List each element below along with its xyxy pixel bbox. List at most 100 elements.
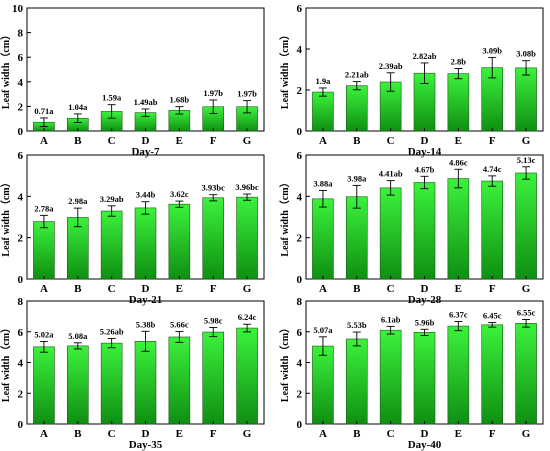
data-label: 3.44b — [136, 190, 156, 200]
x-tick-label: G — [522, 135, 531, 147]
x-tick-label: F — [489, 135, 496, 147]
data-label: 5.98c — [204, 315, 223, 325]
bar-C — [379, 329, 402, 425]
y-tick-label: 6 — [18, 327, 24, 339]
bar-F — [481, 180, 504, 280]
x-tick-label: E — [455, 283, 462, 295]
x-tick-label: F — [489, 283, 496, 295]
data-label: 5.02a — [34, 329, 54, 339]
data-label: 1.68b — [170, 95, 190, 105]
y-tick-label: 2 — [297, 233, 303, 245]
y-tick-label: 10 — [12, 3, 24, 15]
data-label: 4.74c — [483, 164, 502, 174]
x-tick-label: B — [74, 283, 82, 295]
data-label: 3.09b — [482, 45, 502, 55]
bar-D — [413, 182, 436, 280]
chart-panel-6: 0 2 4 6 8 5.07a A 5.53b B 6.1ab C 5.96b D 6.37c E 6.45c… — [278, 296, 544, 451]
x-tick-label: C — [387, 283, 395, 295]
y-tick-label: 0 — [297, 419, 303, 431]
data-label: 1.97b — [203, 88, 223, 98]
x-tick-label: D — [142, 135, 150, 147]
y-tick-label: 4 — [18, 191, 24, 203]
data-label: 4.86c — [449, 157, 468, 167]
y-axis-title: Leaf width（cm） — [278, 323, 291, 402]
x-tick-label: A — [319, 283, 327, 295]
x-tick-label: G — [243, 283, 252, 295]
x-tick-label: B — [74, 135, 82, 147]
x-tick-label: A — [319, 428, 327, 440]
x-tick-label: A — [40, 283, 48, 295]
x-tick-label: C — [108, 428, 116, 440]
bar-G — [236, 327, 258, 425]
bar-D — [134, 207, 157, 280]
x-tick-label: A — [40, 135, 48, 147]
x-tick-label: C — [108, 283, 116, 295]
y-tick-label: 0 — [18, 126, 24, 138]
chart-panel-2: 0 2 4 6 1.9a A 2.21ab B 2.39ab C 2.82ab D 2.8b E 3.09b… — [278, 3, 544, 158]
x-tick-label: A — [319, 135, 327, 147]
x-tick-label: E — [176, 135, 183, 147]
data-label: 1.9a — [315, 76, 331, 86]
x-tick-label: C — [387, 135, 395, 147]
data-label: 6.37c — [449, 309, 468, 319]
x-tick-label: D — [142, 428, 150, 440]
data-label: 1.97b — [237, 89, 257, 99]
bar-B — [345, 338, 368, 425]
data-label: 5.96b — [415, 317, 435, 327]
bar-E — [447, 178, 470, 280]
data-label: 4.67b — [415, 164, 435, 174]
bar-F — [202, 331, 225, 425]
bar-E — [447, 73, 470, 132]
chart-panel-1: 0 2 4 6 8 10 0.71a A 1.04a B 1.59a C 1.49ab D 1.68b E 1.… — [0, 3, 265, 158]
data-label: 3.29ab — [100, 194, 124, 204]
data-label: 5.66c — [170, 320, 189, 330]
bar-F — [481, 324, 504, 425]
x-tick-label: E — [176, 283, 183, 295]
x-tick-label: B — [353, 135, 361, 147]
data-label: 2.78a — [34, 203, 54, 213]
x-axis-title: Day-40 — [408, 439, 442, 451]
y-axis-title: Leaf width（cm） — [0, 177, 12, 256]
x-tick-label: F — [210, 428, 217, 440]
y-tick-label: 4 — [18, 77, 24, 89]
bar-E — [168, 203, 191, 280]
y-tick-label: 6 — [18, 150, 24, 162]
x-tick-label: F — [489, 428, 496, 440]
bar-D — [413, 332, 436, 425]
bar-G — [515, 322, 537, 425]
y-tick-label: 6 — [297, 150, 303, 162]
data-label: 0.71a — [34, 106, 54, 116]
y-tick-label: 0 — [18, 274, 24, 286]
x-tick-label: C — [387, 428, 395, 440]
bar-A — [312, 198, 334, 280]
bar-G — [236, 196, 258, 280]
data-label: 5.13c — [517, 155, 536, 165]
data-label: 5.53b — [347, 320, 367, 330]
y-axis-title: Leaf width（cm） — [0, 30, 12, 109]
y-axis-title: Leaf width（cm） — [0, 323, 12, 402]
y-tick-label: 2 — [18, 233, 24, 245]
y-tick-label: 8 — [18, 28, 24, 40]
x-axis-title: Day-35 — [129, 439, 163, 451]
bar-F — [202, 197, 225, 280]
bar-E — [168, 336, 191, 425]
bar-C — [100, 342, 123, 425]
y-tick-label: 4 — [297, 44, 303, 56]
x-tick-label: E — [455, 135, 462, 147]
y-tick-label: 0 — [18, 419, 24, 431]
x-axis-title: Day-28 — [408, 294, 442, 306]
x-tick-label: F — [210, 135, 217, 147]
data-label: 5.38b — [136, 319, 156, 329]
bar-A — [33, 346, 55, 425]
data-label: 3.88a — [313, 179, 333, 189]
data-label: 1.04a — [68, 102, 88, 112]
y-tick-label: 2 — [297, 85, 303, 97]
y-tick-label: 2 — [18, 388, 24, 400]
x-tick-label: D — [421, 135, 429, 147]
x-tick-label: G — [243, 135, 252, 147]
x-tick-label: E — [455, 428, 462, 440]
bar-B — [66, 345, 89, 425]
x-tick-label: G — [243, 428, 252, 440]
x-tick-label: E — [176, 428, 183, 440]
